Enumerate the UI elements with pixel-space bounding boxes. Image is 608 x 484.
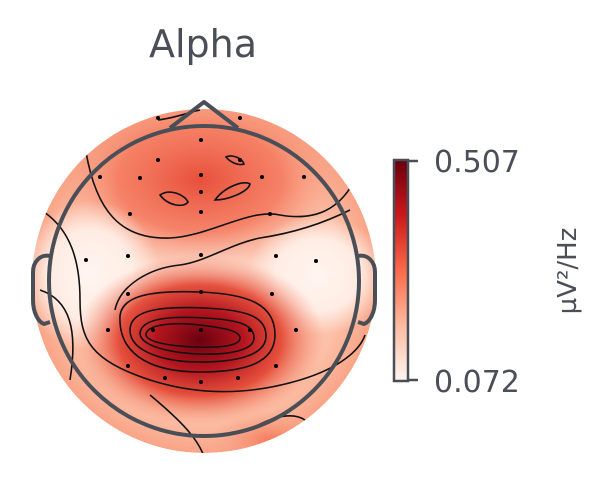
colorbar-max-label: 0.507 [434, 145, 520, 180]
sensor-dot [270, 292, 274, 296]
nose-outline [168, 100, 240, 130]
sensor-dot [199, 253, 203, 257]
sensor-dot [294, 328, 298, 332]
head-outline [31, 100, 377, 438]
colorbar-gradient [394, 160, 408, 381]
sensor-dot [138, 176, 142, 180]
colorbar-unit-label: µV²/Hz [553, 228, 583, 315]
contour-line [145, 322, 241, 349]
contour-line [213, 182, 251, 201]
sensor-dot [126, 254, 130, 258]
sensor-dot [199, 138, 203, 142]
contour-line [157, 109, 201, 121]
contour-line [158, 191, 189, 207]
sensor-dot [302, 175, 306, 179]
left-ear-outline [31, 253, 51, 326]
sensor-dot [199, 210, 203, 214]
sensor-dot [84, 258, 88, 262]
head-circle [47, 124, 361, 438]
contour-line [129, 306, 267, 363]
plot-title: Alpha [148, 22, 258, 66]
right-ear-outline [357, 253, 377, 326]
sensor-dot [260, 175, 264, 179]
contour-line [224, 155, 246, 166]
sensor-dot [199, 290, 203, 294]
sensor-dot [156, 116, 160, 120]
sensor-dot [268, 212, 272, 216]
sensor-dot [274, 254, 278, 258]
sensor-dot [238, 158, 242, 162]
sensor-dot [128, 212, 132, 216]
sensor-dot [199, 328, 203, 332]
sensor-dot [163, 376, 167, 380]
topomap-field [32, 109, 376, 453]
sensor-dot [156, 158, 160, 162]
contour-line [149, 394, 206, 453]
sensor-dot [126, 292, 130, 296]
sensor-dot [199, 173, 203, 177]
sensor-dot [248, 328, 252, 332]
contour-line [139, 316, 255, 355]
sensor-dot [238, 116, 242, 120]
colorbar: 0.507 0.072 µV²/Hz [392, 145, 583, 400]
sensor-dot [151, 328, 155, 332]
contour-line [114, 209, 351, 311]
sensor-markers [84, 116, 318, 384]
colorbar-min-label: 0.072 [434, 365, 520, 400]
contour-line [119, 290, 276, 373]
sensor-dot [199, 380, 203, 384]
sensor-dot [126, 364, 130, 368]
sensor-dot [199, 190, 203, 194]
contour-line [85, 151, 353, 239]
sensor-dot [106, 328, 110, 332]
colorbar-frame [392, 158, 410, 383]
sensor-dot [236, 376, 240, 380]
sensor-dot [98, 175, 102, 179]
sensor-dot [274, 364, 278, 368]
sensor-dot [314, 259, 318, 263]
contour-line [43, 211, 366, 393]
